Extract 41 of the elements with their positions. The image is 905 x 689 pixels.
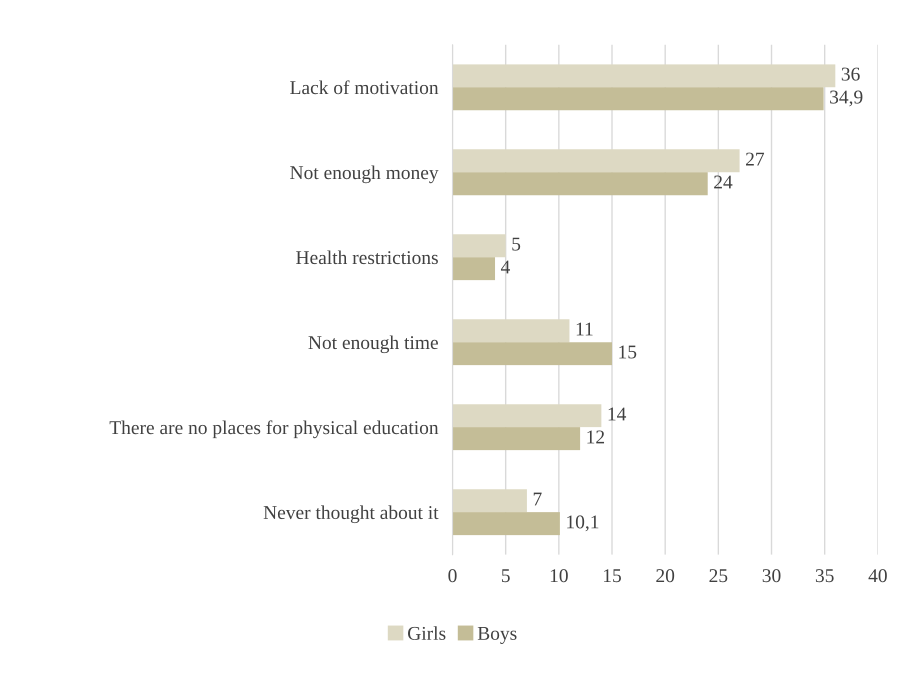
bar [452, 149, 740, 172]
data-label: 11 [576, 322, 593, 336]
data-label: 36 [842, 68, 860, 81]
bar [452, 489, 527, 512]
x-tick-label: 40 [868, 569, 887, 582]
bar [452, 87, 824, 110]
x-tick-label: 10 [550, 569, 568, 582]
data-label: 34,9 [830, 90, 862, 106]
x-tick-label: 25 [709, 569, 728, 582]
x-tick-label: 0 [448, 569, 457, 582]
data-label: 12 [587, 430, 604, 444]
bar [452, 342, 612, 366]
bar [452, 64, 836, 88]
legend-label: Boys [478, 627, 517, 644]
bar [452, 257, 496, 280]
data-label: 24 [714, 176, 732, 188]
bar [452, 234, 506, 258]
data-label: 5 [512, 238, 520, 251]
y-tick-label: Not enough money [290, 166, 439, 184]
data-label: 4 [500, 260, 510, 274]
bar [452, 427, 580, 450]
legend-label: Girls [408, 626, 446, 640]
data-label: 27 [746, 152, 764, 166]
x-tick-label: 5 [502, 569, 510, 582]
bar [452, 172, 708, 196]
y-tick-label: Not enough time [308, 335, 438, 354]
bar [452, 404, 602, 428]
y-tick-label: Health restrictions [296, 250, 438, 264]
x-tick-label: 20 [656, 569, 674, 582]
x-tick-label: 15 [604, 569, 621, 582]
bar [452, 319, 570, 342]
x-tick-label: 30 [762, 569, 780, 582]
y-tick-label: Lack of motivation [290, 80, 438, 94]
y-tick-label: Never thought about it [264, 505, 438, 524]
data-label: 14 [608, 408, 626, 420]
data-label: 15 [619, 346, 636, 359]
data-label: 7 [534, 492, 542, 506]
bar [452, 512, 560, 536]
x-tick-label: 35 [816, 569, 834, 582]
y-tick-label: There are no places for physical education [110, 420, 438, 438]
data-label: 10,1 [567, 515, 598, 532]
